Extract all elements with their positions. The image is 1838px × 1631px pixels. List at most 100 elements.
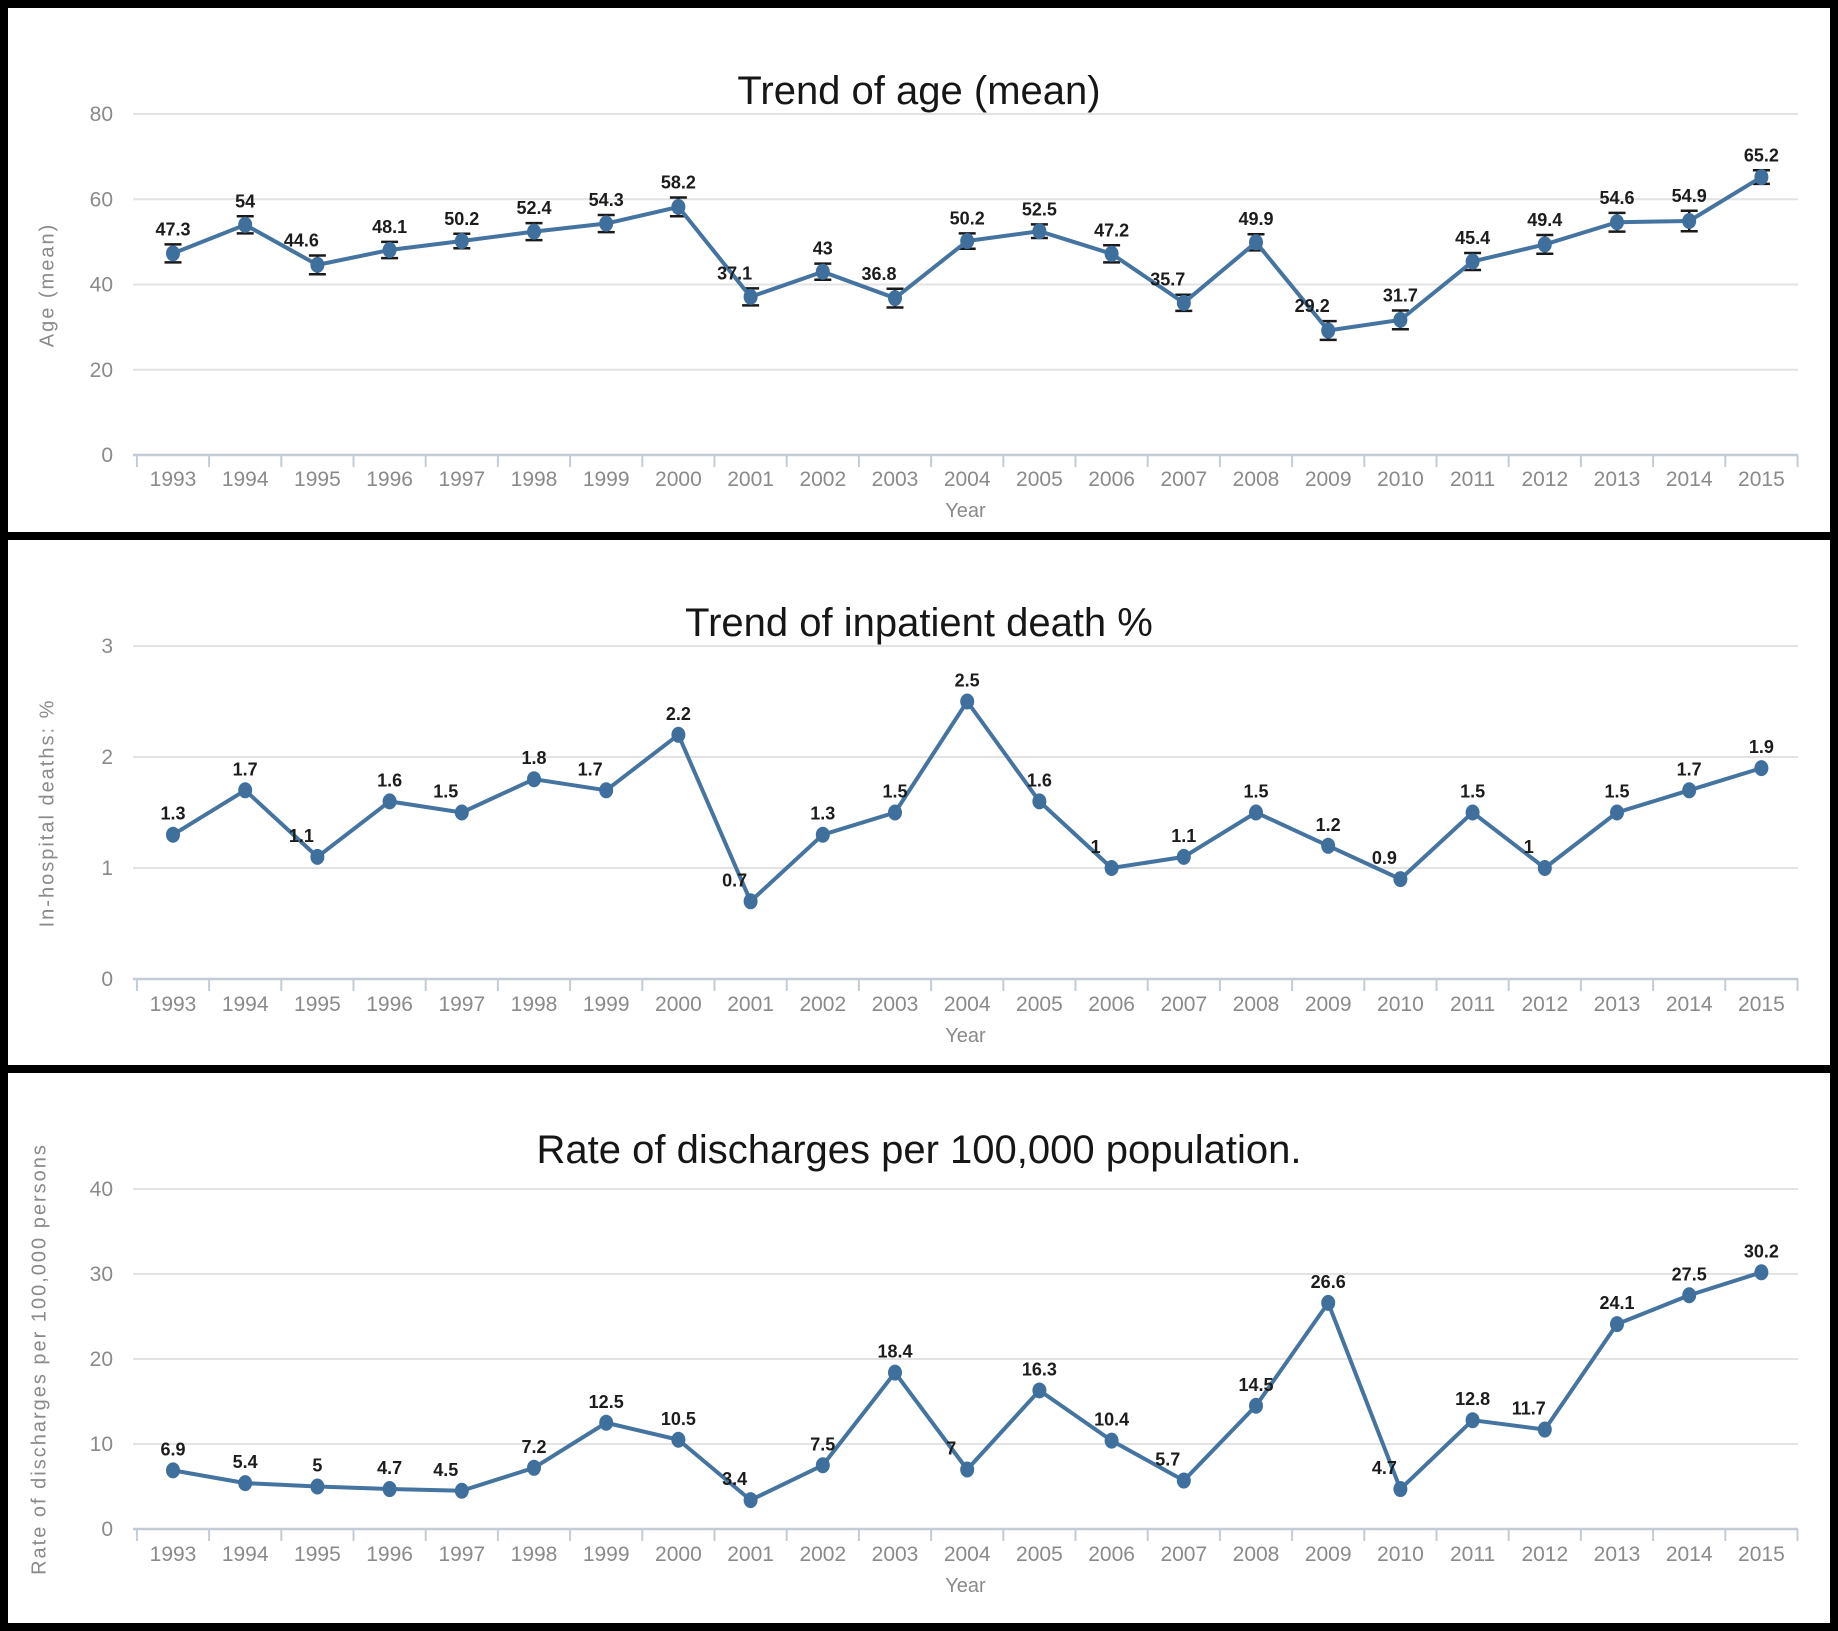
- x-tick-label: 2013: [1594, 993, 1641, 1016]
- value-label: 52.4: [516, 198, 551, 218]
- x-tick-label: 2003: [872, 468, 919, 491]
- data-point-marker: [599, 1414, 614, 1431]
- y-tick-label: 2: [101, 746, 113, 769]
- data-point-marker: [815, 826, 830, 843]
- x-tick-label: 2008: [1233, 468, 1280, 491]
- x-tick-label: 2010: [1377, 468, 1424, 491]
- data-point-marker: [1682, 1287, 1697, 1304]
- data-point-marker: [1465, 804, 1480, 821]
- value-label: 11.7: [1512, 1399, 1546, 1419]
- data-point-marker: [1754, 760, 1769, 777]
- x-tick-label: 1995: [294, 468, 341, 491]
- y-tick-label: 3: [101, 635, 113, 658]
- value-label: 1.7: [233, 759, 258, 779]
- value-label: 50.2: [950, 208, 985, 228]
- data-point-marker: [1537, 860, 1552, 876]
- data-point-marker: [1032, 793, 1047, 810]
- x-tick-label: 2006: [1088, 1543, 1135, 1566]
- x-tick-label: 1996: [366, 1543, 413, 1566]
- value-label: 1.1: [1171, 826, 1196, 846]
- x-tick-label: 2007: [1160, 1543, 1207, 1566]
- data-point-marker: [1465, 1412, 1480, 1429]
- value-label: 12.8: [1455, 1389, 1490, 1409]
- x-tick-label: 2004: [944, 1543, 991, 1566]
- value-label: 24.1: [1599, 1293, 1634, 1313]
- value-label: 29.2: [1295, 296, 1330, 316]
- x-tick-label: 2000: [655, 468, 702, 491]
- chart-panel-age-trend: Trend of age (mean) Age (mean) 0 20 40 60 80…: [8, 8, 1830, 532]
- data-point-marker: [1176, 294, 1191, 311]
- data-point-marker: [382, 241, 397, 258]
- x-tick-label: 1993: [150, 993, 197, 1016]
- value-label: 18.4: [877, 1342, 912, 1362]
- value-label: 12.5: [589, 1392, 624, 1412]
- data-point-marker: [1537, 1421, 1552, 1438]
- x-tick-label: 2011: [1450, 1543, 1495, 1566]
- discharge-rate-line-plot: 0 10 20 30 40 1993 1994 1995 1996 1997 1998 1999 200…: [90, 1178, 1799, 1566]
- value-label: 1.5: [433, 782, 458, 802]
- value-label: 7.5: [810, 1434, 835, 1454]
- y-tick-label: 20: [90, 1348, 113, 1371]
- value-label: 35.7: [1150, 270, 1185, 290]
- value-label: 54.3: [589, 190, 624, 210]
- data-point-marker: [166, 245, 180, 262]
- x-tick-label: 2010: [1377, 993, 1424, 1016]
- data-point-marker: [1754, 169, 1769, 186]
- data-point-marker: [599, 782, 614, 799]
- x-tick-label: 2003: [872, 993, 919, 1016]
- value-label: 54.9: [1672, 186, 1707, 206]
- x-tick-label: 1996: [366, 993, 413, 1016]
- y-tick-label: 0: [101, 1518, 113, 1541]
- data-point-marker: [238, 1475, 253, 1492]
- x-tick-label: 2012: [1521, 1543, 1568, 1566]
- data-point-marker: [1754, 1264, 1769, 1281]
- x-tick-label: 2006: [1088, 993, 1135, 1016]
- data-point-marker: [1032, 1382, 1047, 1399]
- data-point-marker: [671, 198, 686, 215]
- x-tick-label: 2002: [799, 468, 846, 491]
- value-label: 2.5: [955, 671, 980, 691]
- chart-panel-inpatient-death: Trend of inpatient death % In-hospital d…: [8, 540, 1830, 1065]
- x-tick-label: 2011: [1450, 468, 1495, 491]
- data-point-marker: [1249, 234, 1263, 251]
- value-label: 54.6: [1599, 188, 1634, 208]
- y-tick-label: 30: [90, 1263, 113, 1286]
- x-tick-label: 2002: [799, 993, 846, 1016]
- x-tick-label: 2009: [1305, 1543, 1352, 1566]
- value-label: 1.9: [1749, 737, 1774, 757]
- data-point-marker: [1682, 212, 1697, 229]
- x-tick-label: 2013: [1594, 1543, 1641, 1566]
- data-point-marker: [888, 290, 902, 307]
- value-label: 1.5: [1460, 782, 1485, 802]
- x-tick-label: 2005: [1016, 1543, 1063, 1566]
- value-label: 65.2: [1744, 145, 1779, 165]
- value-label: 26.6: [1311, 1272, 1346, 1292]
- x-tick-label: 1998: [511, 993, 558, 1016]
- data-point-marker: [238, 216, 253, 233]
- x-tick-label: 2005: [1016, 468, 1063, 491]
- x-axis-label: Year: [945, 500, 986, 522]
- value-label: 50.2: [444, 209, 479, 229]
- data-point-marker: [382, 1481, 397, 1498]
- x-tick-label: 2014: [1666, 468, 1713, 491]
- value-label: 30.2: [1744, 1241, 1779, 1261]
- y-tick-label: 40: [90, 274, 113, 297]
- value-label: 10.5: [661, 1409, 696, 1429]
- data-point-marker: [310, 848, 325, 865]
- data-point-marker: [743, 288, 758, 305]
- value-label: 3.4: [722, 1469, 747, 1489]
- x-tick-label: 2008: [1233, 1543, 1280, 1566]
- data-point-marker: [1176, 848, 1191, 865]
- value-label: 58.2: [661, 173, 696, 193]
- data-point-marker: [1610, 1316, 1624, 1333]
- data-point-marker: [743, 893, 758, 910]
- data-point-marker: [1321, 837, 1336, 854]
- data-point-marker: [1104, 1432, 1119, 1449]
- data-point-marker: [166, 826, 180, 843]
- value-label: 52.5: [1022, 199, 1057, 219]
- data-point-marker: [310, 1478, 325, 1495]
- value-label: 43: [813, 239, 833, 259]
- value-label: 36.8: [861, 264, 896, 284]
- y-tick-label: 20: [90, 359, 113, 382]
